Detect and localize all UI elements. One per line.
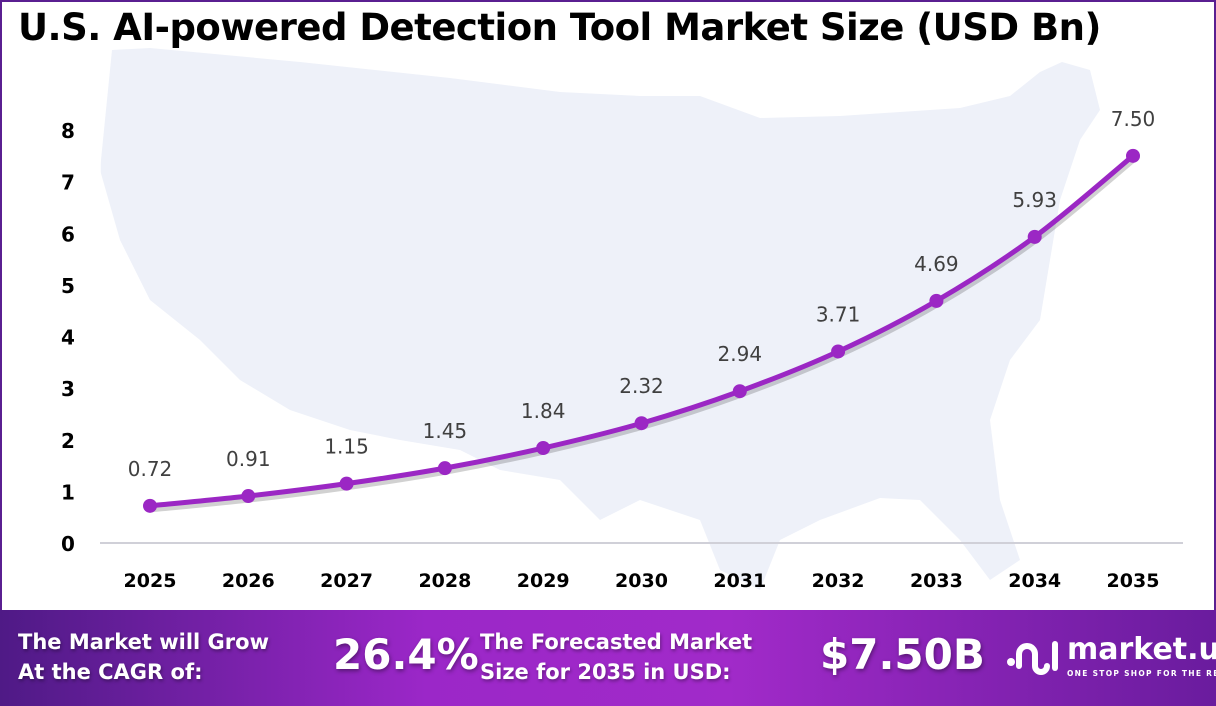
- y-tick-label: 2: [61, 429, 75, 453]
- x-tick-label: 2029: [517, 570, 570, 592]
- data-point: [339, 476, 354, 491]
- cagr-label-line-2: At the CAGR of:: [18, 660, 203, 684]
- data-point: [536, 441, 551, 456]
- data-point: [143, 498, 157, 513]
- series-line: [149, 153, 1135, 509]
- forecast-label-line-1: The Forecasted Market: [480, 630, 753, 654]
- data-label: 0.72: [128, 457, 173, 481]
- x-tick-label: 2034: [1008, 570, 1061, 592]
- forecast-label-line-2: Size for 2035 in USD:: [480, 660, 731, 684]
- cagr-label-line-1: The Market will Grow: [18, 630, 269, 654]
- footer-banner: The Market will Grow At the CAGR of: 26.…: [0, 610, 1216, 706]
- x-tick-label: 2027: [320, 570, 373, 592]
- market-us-logo: market.us ONE STOP SHOP FOR THE REPORTS: [1005, 632, 1216, 680]
- series-line-shadow: [150, 157, 1136, 513]
- logo-name: market.us: [1067, 632, 1216, 667]
- data-label: 2.94: [718, 342, 763, 366]
- cagr-value: 26.4%: [333, 630, 479, 679]
- data-label: 0.91: [226, 447, 271, 471]
- data-label: 4.69: [914, 252, 959, 276]
- y-tick-label: 1: [61, 480, 75, 504]
- series-market-size: 0.72 0.91 1.15 1.45 1.84 2.32 2.94 3.71 4.69 5.93…: [128, 107, 1156, 513]
- data-point: [732, 384, 747, 399]
- data-label: 2.32: [619, 374, 664, 398]
- x-tick-label: 2032: [812, 570, 865, 592]
- data-point: [831, 344, 846, 359]
- logo-tagline: ONE STOP SHOP FOR THE REPORTS: [1067, 669, 1216, 678]
- y-tick-label: 5: [61, 274, 75, 298]
- x-tick-label: 2028: [418, 570, 471, 592]
- x-tick-label: 2026: [222, 570, 275, 592]
- data-point: [437, 461, 452, 476]
- chart-title: U.S. AI-powered Detection Tool Market Si…: [18, 6, 1101, 49]
- data-label: 7.50: [1111, 107, 1156, 131]
- x-tick-label: 2033: [910, 570, 963, 592]
- data-point: [1027, 229, 1042, 244]
- y-tick-label: 7: [61, 171, 75, 195]
- data-point: [1126, 148, 1140, 163]
- data-label: 1.84: [521, 399, 566, 423]
- x-tick-label: 2035: [1107, 570, 1160, 592]
- data-point: [241, 489, 256, 504]
- y-axis: 0 1 2 3 4 5 6 7 8: [61, 119, 101, 556]
- y-tick-label: 0: [61, 532, 75, 556]
- x-axis-labels: 2025 2026 2027 2028 2029 2030 2031 2032 2033 2034…: [124, 570, 1160, 592]
- cagr-label: The Market will Grow At the CAGR of:: [18, 627, 269, 687]
- us-map-silhouette: [100, 48, 1100, 590]
- x-tick-label: 2025: [124, 570, 177, 592]
- y-tick-label: 6: [61, 222, 75, 246]
- data-label: 5.93: [1012, 188, 1057, 212]
- data-label: 1.45: [423, 419, 468, 443]
- market-us-logo-icon: [1007, 641, 1058, 675]
- x-tick-label: 2030: [615, 570, 668, 592]
- y-tick-label: 3: [61, 377, 75, 401]
- data-point: [634, 416, 649, 431]
- data-label: 1.15: [324, 435, 369, 459]
- y-tick-label: 8: [61, 119, 75, 143]
- data-label: 3.71: [816, 302, 861, 326]
- y-tick-label: 4: [61, 326, 75, 350]
- x-tick-label: 2031: [713, 570, 766, 592]
- data-point: [929, 293, 944, 308]
- forecast-label: The Forecasted Market Size for 2035 in U…: [480, 627, 752, 687]
- forecast-value: $7.50B: [820, 630, 985, 679]
